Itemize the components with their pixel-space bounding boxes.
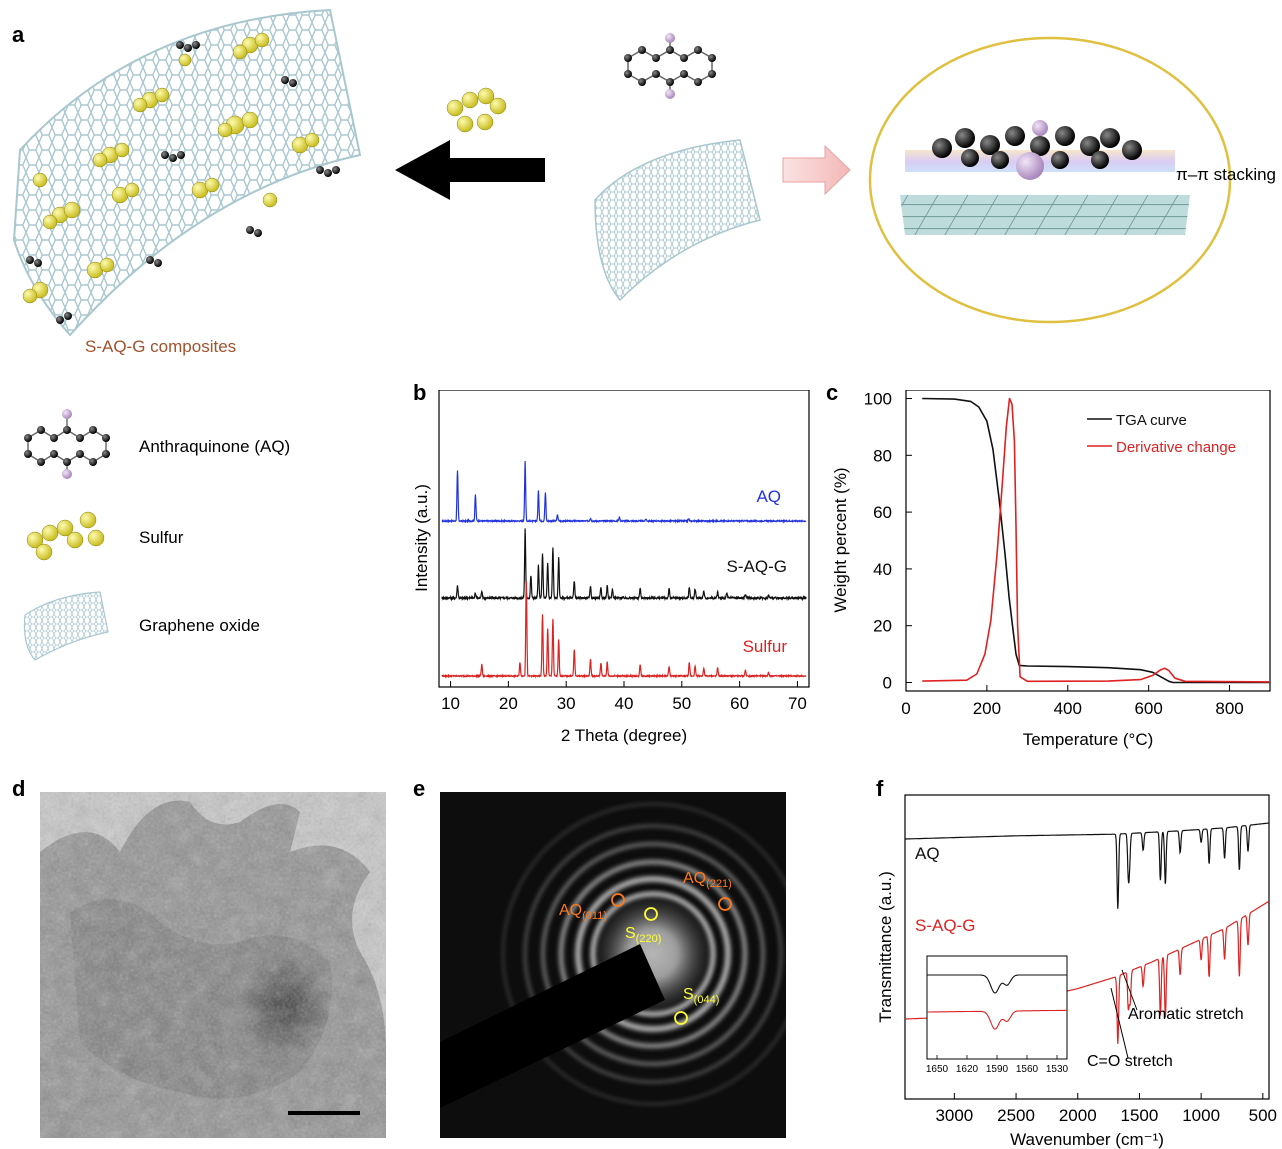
panel-a-schematic — [0, 0, 1282, 370]
ftir-chart: 3000 2500 2000 1500 1000 500 AQ S-AQ-G C=O st… — [875, 790, 1282, 1149]
legend-icons — [0, 400, 130, 680]
legend-anthraquinone-icon — [24, 409, 110, 479]
xrd-x-axis-label: 2 Theta (degree) — [561, 726, 687, 745]
tga-legend-label-tga: TGA curve — [1116, 412, 1187, 429]
xrd-y-axis-label: Intensity (a.u.) — [412, 484, 431, 592]
tga-y-tick-label: 20 — [873, 617, 892, 636]
panel-letter-e: e — [413, 776, 425, 802]
ftir-inset-x-tick-label: 1650 — [926, 1064, 949, 1075]
xrd-x-tick-label: 10 — [441, 694, 460, 713]
tga-plot-frame — [906, 390, 1270, 691]
legend-label-sulfur: Sulfur — [139, 528, 183, 548]
tga-y-axis-label: Weight percent (%) — [831, 467, 850, 612]
xrd-x-tick-label: 60 — [730, 694, 749, 713]
tem-scale-bar — [288, 1111, 360, 1115]
xrd-series-line — [442, 461, 806, 522]
ftir-x-tick-label: 3000 — [935, 1106, 973, 1125]
saed-label-aq-221: AQ(221) — [683, 870, 732, 890]
ftir-x-tick-label: 2500 — [997, 1106, 1035, 1125]
xrd-series-line — [442, 581, 806, 676]
tga-x-tick-label: 200 — [973, 699, 1001, 718]
ftir-x-tick-label: 500 — [1249, 1106, 1277, 1125]
saed-label-s-220: S(220) — [625, 925, 661, 945]
tem-image — [40, 792, 386, 1138]
tga-y-tick-label: 60 — [873, 503, 892, 522]
legend-label-anthraquinone: Anthraquinone (AQ) — [139, 437, 290, 457]
tga-chart: 0 200 400 600 800 0 20 40 60 80 100 TGA curve Deri… — [830, 390, 1282, 755]
ftir-inset-x-tick-label: 1560 — [1016, 1064, 1039, 1075]
stacking-label: π–π stacking — [1176, 165, 1276, 185]
synthesis-arrow-icon — [395, 140, 545, 200]
tga-y-tick-label: 40 — [873, 560, 892, 579]
saed-label-s-044: S(044) — [683, 986, 719, 1006]
stacking-arrow-icon — [783, 146, 850, 194]
ftir-y-axis-label: Transmittance (a.u.) — [876, 871, 895, 1022]
ftir-x-tick-label: 1500 — [1121, 1106, 1159, 1125]
ftir-inset-x-tick-label: 1590 — [986, 1064, 1009, 1075]
tga-y-tick-label: 80 — [873, 446, 892, 465]
saed-image — [440, 792, 786, 1138]
tga-legend-label-derivative: Derivative change — [1116, 439, 1236, 456]
ftir-inset-x-tick-label: 1620 — [956, 1064, 979, 1075]
tga-x-tick-label: 0 — [901, 699, 910, 718]
tga-y-tick-label: 100 — [864, 390, 892, 409]
saed-label-aq-011: AQ(011) — [559, 902, 607, 922]
ftir-x-axis-label: Wavenumber (cm⁻¹) — [1010, 1130, 1164, 1149]
ftir-inset-frame — [927, 956, 1067, 1059]
tga-x-tick-label: 400 — [1054, 699, 1082, 718]
xrd-x-tick-label: 30 — [557, 694, 576, 713]
tga-x-tick-label: 800 — [1215, 699, 1243, 718]
ftir-inset-x-tick-label: 1530 — [1046, 1064, 1069, 1075]
panel-letter-d: d — [12, 776, 25, 802]
ftir-annotation-aromatic-stretch: Aromatic stretch — [1128, 1006, 1244, 1023]
xrd-series-label-sulfur: Sulfur — [743, 637, 788, 656]
xrd-series-label-s-aq-g: S-AQ-G — [727, 557, 787, 576]
ftir-x-tick-label: 2000 — [1059, 1106, 1097, 1125]
tga-x-tick-label: 600 — [1134, 699, 1162, 718]
ftir-x-tick-label: 1000 — [1182, 1106, 1220, 1125]
legend-graphene-oxide-icon — [24, 592, 108, 660]
xrd-x-tick-label: 20 — [499, 694, 518, 713]
xrd-x-tick-label: 70 — [788, 694, 807, 713]
xrd-x-tick-label: 40 — [615, 694, 634, 713]
sulfur-molecule-icon — [447, 88, 506, 132]
ftir-aromatic-pointer — [1122, 970, 1137, 1010]
tga-y-tick-label: 0 — [883, 673, 892, 692]
ftir-series-label-s-aq-g: S-AQ-G — [915, 916, 975, 935]
legend-sulfur-icon — [27, 512, 104, 560]
ftir-series-label-aq: AQ — [915, 844, 940, 863]
tga-x-axis-label: Temperature (°C) — [1023, 730, 1154, 749]
ftir-annotation-co-stretch: C=O stretch — [1087, 1053, 1173, 1070]
xrd-x-tick-label: 50 — [672, 694, 691, 713]
xrd-series-label-aq: AQ — [756, 487, 781, 506]
ftir-inset: 1650 1620 1590 1560 1530 — [926, 956, 1069, 1075]
graphene-oxide-sheet-icon — [595, 140, 760, 300]
ftir-series-line — [905, 823, 1269, 909]
legend-label-graphene-oxide: Graphene oxide — [139, 616, 260, 636]
anthraquinone-molecule-icon — [624, 33, 716, 99]
composite-label: S-AQ-G composites — [85, 337, 236, 357]
xrd-chart: 10 20 30 40 50 60 70 2 Theta (degree) Intensit… — [405, 390, 825, 750]
